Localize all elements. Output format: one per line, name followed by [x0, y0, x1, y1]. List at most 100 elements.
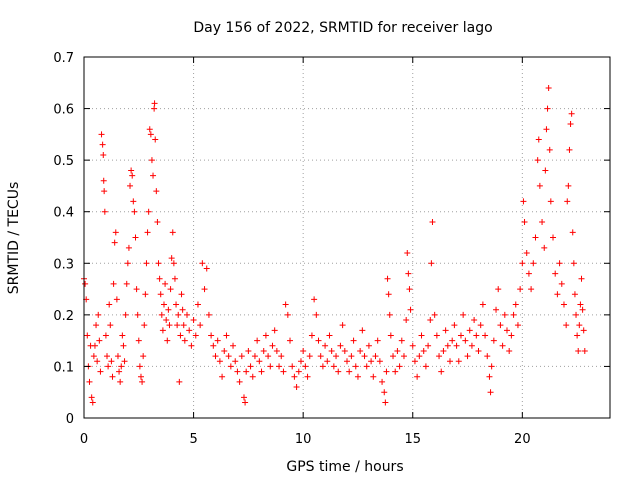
data-point [156, 275, 163, 282]
axis-ticks [83, 56, 610, 419]
data-point [256, 358, 263, 365]
data-point [374, 337, 381, 344]
data-point [151, 105, 158, 112]
data-point [311, 296, 318, 303]
data-point [573, 311, 580, 318]
data-point [490, 337, 497, 344]
data-point [403, 317, 410, 324]
data-point [300, 347, 307, 354]
data-point [114, 353, 121, 360]
data-point [304, 373, 311, 380]
data-point [532, 234, 539, 241]
plot-frame [83, 56, 611, 419]
data-point [98, 131, 105, 138]
data-point [119, 332, 126, 339]
data-point [422, 363, 429, 370]
data-point [127, 182, 134, 189]
data-point [101, 208, 108, 215]
y-tick-label: 0.4 [53, 206, 74, 221]
data-point [482, 332, 489, 339]
data-point [105, 363, 112, 370]
data-point [552, 270, 559, 277]
data-point [382, 399, 389, 406]
data-point [542, 167, 549, 174]
data-point [203, 265, 210, 272]
data-point [152, 136, 159, 143]
data-point [535, 136, 542, 143]
data-point [129, 172, 136, 179]
data-point [243, 368, 250, 375]
data-point [517, 286, 524, 293]
data-point [484, 353, 491, 360]
data-point [556, 260, 563, 267]
data-point [158, 311, 165, 318]
data-point [278, 353, 285, 360]
data-point [247, 363, 254, 370]
data-point [560, 301, 567, 308]
data-point [464, 353, 471, 360]
data-point [282, 301, 289, 308]
chart-title: Day 156 of 2022, SRMTID for receiver lag… [193, 20, 492, 36]
data-point [506, 347, 513, 354]
data-point [238, 353, 245, 360]
data-point [116, 368, 123, 375]
data-point [104, 353, 111, 360]
data-point [493, 306, 500, 313]
data-point [171, 275, 178, 282]
data-point [86, 378, 93, 385]
data-point [407, 306, 414, 313]
data-point [140, 353, 147, 360]
data-point [447, 358, 454, 365]
data-point [221, 347, 228, 354]
data-point [124, 260, 131, 267]
data-point [197, 322, 204, 329]
data-point [563, 322, 570, 329]
data-point [186, 327, 193, 334]
data-point [136, 363, 143, 370]
y-tick-label: 0.5 [53, 154, 74, 169]
data-point [501, 311, 508, 318]
data-point [219, 373, 226, 380]
data-point [571, 291, 578, 298]
data-point [558, 280, 565, 287]
data-point [365, 342, 372, 349]
data-point [390, 353, 397, 360]
data-point [315, 337, 322, 344]
data-point [163, 317, 170, 324]
data-point [462, 337, 469, 344]
data-point [418, 332, 425, 339]
data-point [188, 342, 195, 349]
data-point [164, 337, 171, 344]
data-point [227, 363, 234, 370]
data-point [436, 353, 443, 360]
data-point [416, 353, 423, 360]
data-point [539, 219, 546, 226]
data-point [406, 286, 413, 293]
data-point [293, 384, 300, 391]
data-point [328, 347, 335, 354]
data-point [123, 280, 130, 287]
data-point [444, 342, 451, 349]
x-tick-label: 20 [514, 432, 531, 447]
data-point [110, 280, 117, 287]
data-point [157, 291, 164, 298]
data-point [155, 260, 162, 267]
data-point [394, 347, 401, 354]
data-point [216, 358, 223, 365]
data-point [429, 219, 436, 226]
data-point [503, 327, 510, 334]
data-point [575, 347, 582, 354]
data-point [159, 327, 166, 334]
data-point [95, 311, 102, 318]
data-point [495, 286, 502, 293]
data-point [280, 368, 287, 375]
data-point [449, 337, 456, 344]
data-point [194, 301, 201, 308]
data-point [97, 368, 104, 375]
data-point [521, 219, 528, 226]
data-point [91, 342, 98, 349]
data-point [564, 198, 571, 205]
data-point [100, 177, 107, 184]
data-point [471, 317, 478, 324]
data-point [568, 110, 575, 117]
